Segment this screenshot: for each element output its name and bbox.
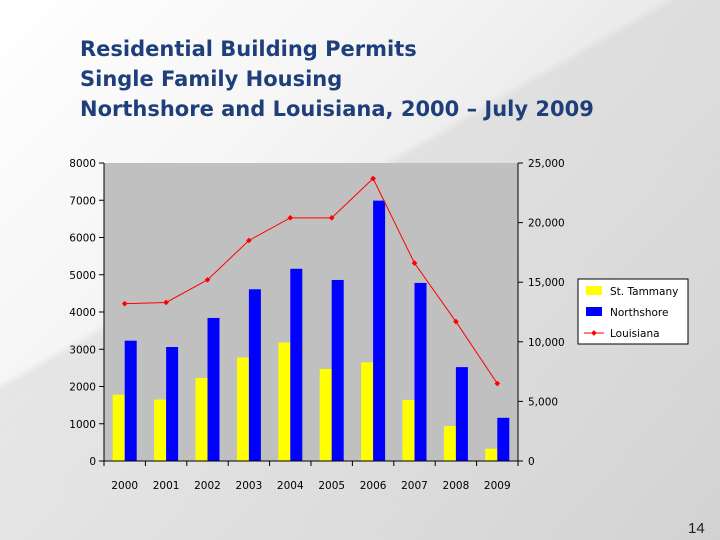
point-louisiana-2001 [163, 299, 169, 306]
point-louisiana-2004 [287, 215, 294, 221]
x-tick-label-2009: 2009 [484, 480, 511, 492]
title-line-3: Northshore and Louisiana, 2000 – July 20… [80, 97, 594, 121]
left-tick-label-8000: 8000 [69, 158, 96, 170]
left-tick-label-0: 0 [89, 456, 96, 468]
page-number: 14 [688, 520, 705, 537]
title-line-2: Single Family Housing [80, 67, 343, 91]
bar-northshore-2008 [455, 367, 468, 461]
point-louisiana-2009 [494, 380, 501, 387]
left-tick-label-7000: 7000 [69, 195, 96, 207]
x-tick-label-2007: 2007 [401, 480, 428, 492]
bar-northshore-2005 [331, 279, 344, 461]
bar-st-tammany-2004 [278, 342, 291, 461]
right-tick-label-20,000: 20,000 [528, 218, 565, 230]
left-tick-label-3000: 3000 [69, 344, 96, 356]
left-tick-label-1000: 1000 [69, 419, 96, 431]
bar-northshore-2003 [248, 289, 261, 461]
bar-st-tammany-2001 [154, 399, 167, 461]
right-tick-label-0: 0 [528, 456, 535, 468]
point-louisiana-2002 [204, 276, 211, 283]
legend-label-louisiana: Louisiana [610, 328, 660, 340]
bar-st-tammany-2007 [402, 399, 415, 461]
bar-northshore-2006 [373, 200, 386, 461]
slide-title: Residential Building Permits Single Fami… [80, 34, 680, 124]
point-louisiana-2008 [453, 318, 459, 325]
left-tick-label-2000: 2000 [69, 382, 96, 394]
bar-st-tammany-2009 [485, 448, 498, 461]
x-tick-label-2003: 2003 [236, 480, 263, 492]
left-tick-label-4000: 4000 [69, 307, 96, 319]
legend-swatch-northshore [586, 307, 602, 316]
legend-label-northshore: Northshore [610, 307, 668, 319]
bars-group [112, 200, 510, 461]
x-tick-label-2002: 2002 [194, 480, 221, 492]
line-louisiana [124, 177, 498, 384]
point-louisiana-2005 [328, 215, 335, 221]
right-tick-label-15,000: 15,000 [528, 277, 565, 289]
bar-northshore-2009 [497, 417, 510, 461]
left-tick-label-6000: 6000 [69, 233, 96, 245]
legend-swatch-st-tammany [586, 286, 602, 295]
point-louisiana-2007 [411, 260, 418, 266]
bar-st-tammany-2002 [195, 377, 208, 461]
x-tick-label-2000: 2000 [111, 480, 138, 492]
bar-northshore-2000 [124, 340, 137, 461]
legend-label-st-tammany: St. Tammany [610, 286, 678, 298]
x-tick-label-2008: 2008 [443, 480, 470, 492]
legend-marker-louisiana [591, 330, 597, 336]
x-tick-label-2004: 2004 [277, 480, 304, 492]
bar-st-tammany-2005 [319, 368, 332, 461]
legend: St. Tammany Northshore Louisiana [577, 278, 689, 345]
right-tick-label-5,000: 5,000 [528, 396, 558, 408]
x-tick-label-2005: 2005 [318, 480, 345, 492]
bar-northshore-2001 [166, 347, 179, 461]
point-louisiana-2006 [370, 175, 376, 182]
bar-st-tammany-2003 [236, 357, 249, 461]
bar-northshore-2007 [414, 282, 427, 461]
point-louisiana-2000 [121, 300, 128, 307]
axes-group: 0 1000 2000 3000 4000 5000 6000 7000 8000 0 5,000 1… [69, 158, 564, 492]
right-tick-label-10,000: 10,000 [528, 337, 565, 349]
bar-st-tammany-2008 [443, 425, 456, 461]
louisiana-line-group [121, 175, 501, 387]
right-tick-label-25,000: 25,000 [528, 158, 565, 170]
bar-st-tammany-2000 [112, 394, 125, 461]
x-tick-label-2006: 2006 [360, 480, 387, 492]
bar-northshore-2002 [207, 317, 220, 461]
bar-northshore-2004 [290, 268, 303, 461]
left-tick-label-5000: 5000 [69, 270, 96, 282]
point-louisiana-2003 [246, 237, 252, 244]
bar-st-tammany-2006 [361, 362, 374, 461]
title-line-1: Residential Building Permits [80, 37, 417, 61]
x-tick-label-2001: 2001 [153, 480, 180, 492]
